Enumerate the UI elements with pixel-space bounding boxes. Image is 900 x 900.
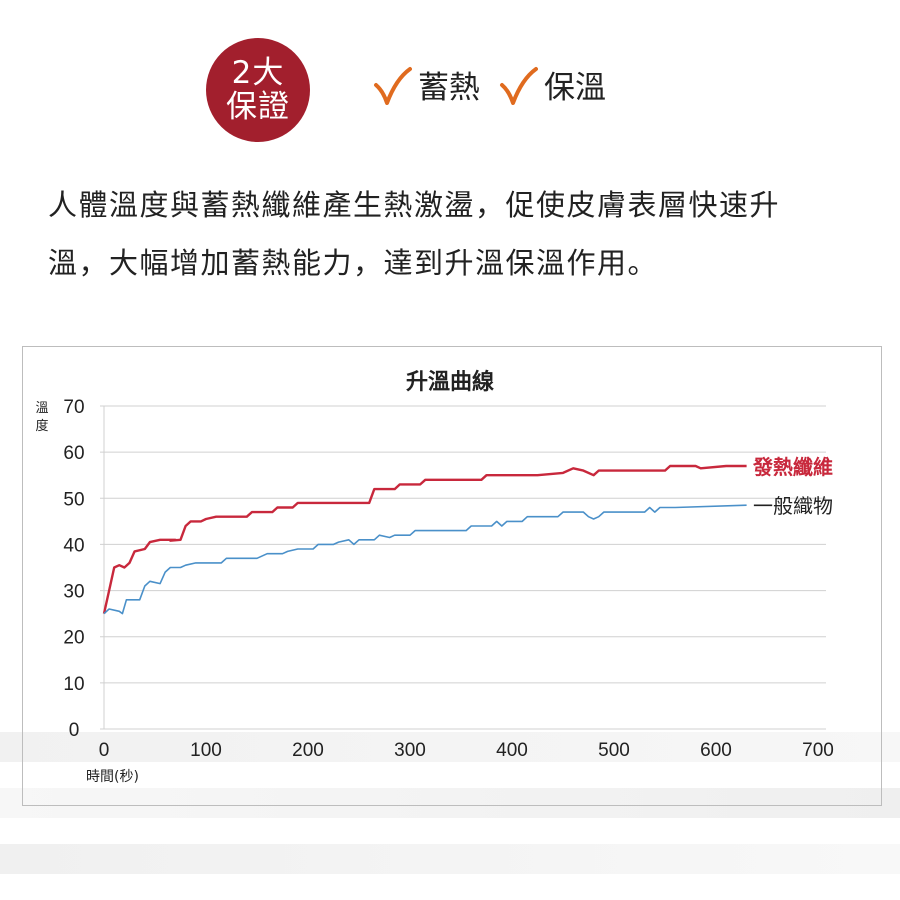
y-axis-title: 溫度 <box>35 401 49 434</box>
x-tick-label: 100 <box>190 740 222 761</box>
series-line-normal-fabric <box>103 504 747 615</box>
y-tick-label: 30 <box>63 582 84 603</box>
x-tick-label: 400 <box>496 740 528 761</box>
badge-line2: 保證 <box>226 89 290 125</box>
x-tick-label: 500 <box>598 740 630 761</box>
badge-line1: 2大 <box>231 55 285 91</box>
decor-band <box>0 732 900 762</box>
x-axis-title: 時間(秒) <box>86 769 139 785</box>
check-icon <box>374 66 412 105</box>
description-paragraph: 人體溫度與蓄熱纖維產生熱激盪，促使皮膚表層快速升 溫，大幅增加蓄熱能力，達到升溫… <box>48 176 868 292</box>
x-tick-label: 300 <box>394 740 426 761</box>
x-tick-label: 700 <box>802 740 834 761</box>
chart-title: 升溫曲線 <box>405 370 494 395</box>
series-label: 一般織物 <box>753 495 833 518</box>
x-tick-label: 600 <box>700 740 732 761</box>
y-tick-label: 60 <box>63 443 84 464</box>
y-tick-label: 50 <box>63 489 84 510</box>
feature-warmth-retention: 保溫 <box>544 70 606 106</box>
y-tick-label: 20 <box>63 628 84 649</box>
feature-heat-storage: 蓄熱 <box>418 70 480 106</box>
description-line-2: 溫，大幅增加蓄熱能力，達到升溫保溫作用。 <box>48 246 659 280</box>
feature-checklist: 蓄熱 保溫 <box>372 62 606 107</box>
y-tick-label: 40 <box>63 535 84 556</box>
y-tick-label: 0 <box>69 720 80 741</box>
decor-band <box>0 844 900 874</box>
check-icon <box>500 66 538 105</box>
y-tick-label: 70 <box>63 397 84 418</box>
series-line-heat-fiber <box>102 464 747 614</box>
x-tick-label: 0 <box>99 740 110 761</box>
series-label: 發熱纖維 <box>752 455 833 479</box>
chart-frame <box>22 346 882 806</box>
decor-band <box>0 788 900 818</box>
guarantee-badge: 2大 保證 <box>206 38 310 142</box>
y-tick-label: 10 <box>63 674 84 695</box>
x-tick-label: 200 <box>292 740 324 761</box>
description-line-1: 人體溫度與蓄熱纖維產生熱激盪，促使皮膚表層快速升 <box>48 188 781 222</box>
